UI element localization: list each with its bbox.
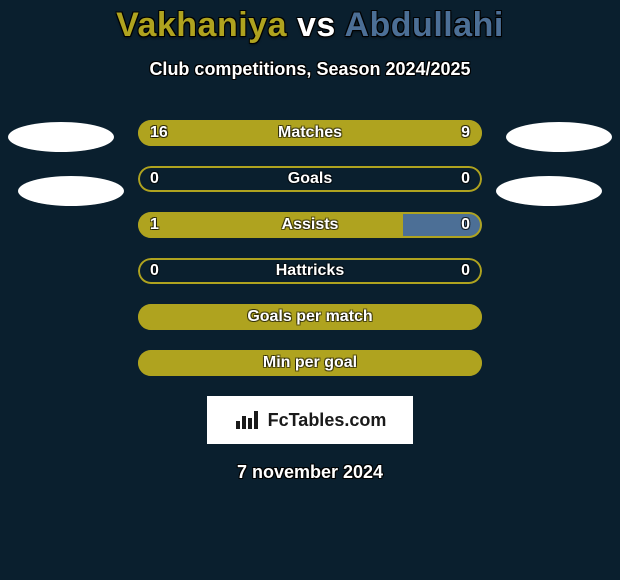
stat-fill-left	[138, 350, 482, 376]
stat-track	[138, 166, 482, 192]
stat-fill-left	[138, 304, 482, 330]
player-right-name: Abdullahi	[344, 6, 503, 44]
stat-fill-left	[138, 212, 403, 238]
decorative-ellipse	[506, 122, 612, 152]
stat-fill-right	[403, 212, 482, 238]
stat-fill-left	[138, 120, 358, 146]
stat-track	[138, 258, 482, 284]
stat-border	[138, 166, 482, 192]
vs-label: vs	[297, 6, 336, 44]
comparison-card: Vakhaniya vs Abdullahi Club competitions…	[0, 0, 620, 580]
decorative-ellipse	[8, 122, 114, 152]
stat-track	[138, 120, 482, 146]
branding-bars-icon	[234, 409, 262, 431]
player-left-name: Vakhaniya	[116, 6, 287, 44]
stat-border	[138, 258, 482, 284]
branding-text: FcTables.com	[268, 410, 387, 431]
footer-date: 7 november 2024	[0, 462, 620, 483]
stat-row: Assists10	[0, 212, 620, 238]
stat-row: Min per goal	[0, 350, 620, 376]
branding-badge: FcTables.com	[207, 396, 413, 444]
subtitle: Club competitions, Season 2024/2025	[0, 59, 620, 80]
decorative-ellipse	[496, 176, 602, 206]
stat-fill-right	[358, 120, 482, 146]
stat-row: Goals per match	[0, 304, 620, 330]
stat-track	[138, 304, 482, 330]
stat-row: Hattricks00	[0, 258, 620, 284]
stat-track	[138, 350, 482, 376]
stat-track	[138, 212, 482, 238]
page-title: Vakhaniya vs Abdullahi	[0, 0, 620, 45]
stats-bars: Matches169Goals00Assists10Hattricks00Goa…	[0, 120, 620, 376]
decorative-ellipse	[18, 176, 124, 206]
